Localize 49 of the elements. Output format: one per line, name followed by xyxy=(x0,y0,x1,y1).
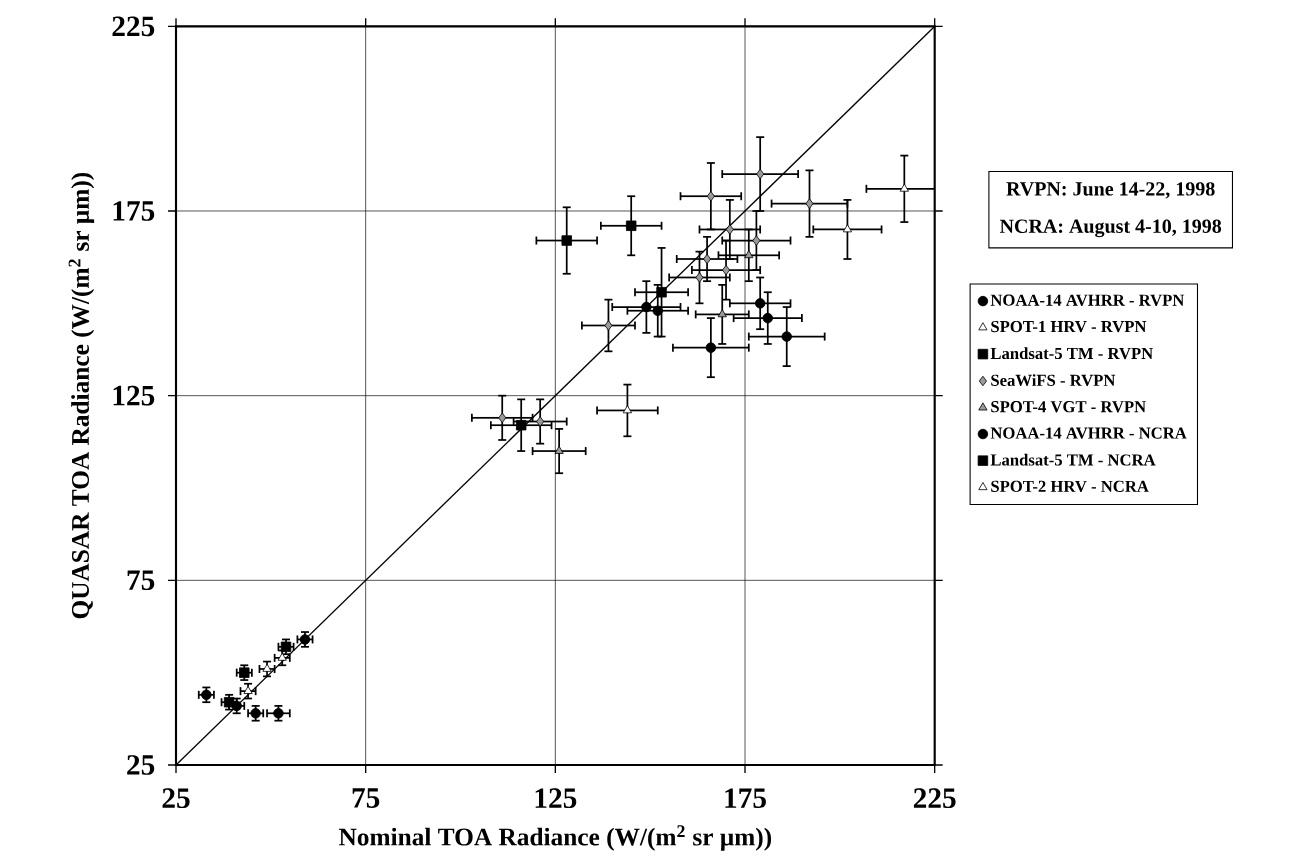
point xyxy=(725,224,734,235)
point xyxy=(656,287,667,298)
point xyxy=(754,298,766,309)
point xyxy=(722,264,731,276)
legend-label: NOAA-14 AVHRR - NCRA xyxy=(990,427,1187,439)
point xyxy=(561,235,572,246)
y-tick-label: 25 xyxy=(127,755,155,775)
point xyxy=(498,412,507,424)
point xyxy=(899,183,909,192)
x-tick-label: 225 xyxy=(913,788,956,809)
point xyxy=(622,405,632,414)
legend-label: SPOT-2 HRV - NCRA xyxy=(991,480,1149,493)
x-tick-label: 175 xyxy=(725,788,766,809)
y-axis-title: QUASAR TOA Radiance (W/(m$^{2}$ sr μm)) xyxy=(68,172,95,619)
x-tick-label: 75 xyxy=(352,788,380,808)
y-tick-label: 175 xyxy=(113,201,155,221)
legend-label: Landsat-5 TM - RVPN xyxy=(990,347,1153,360)
point xyxy=(706,191,715,202)
legend-label: SeaWiFS - RVPN xyxy=(991,374,1116,387)
x-axis-title: Nominal TOA Radiance (W/(m$^{2}$ sr μm)) xyxy=(338,825,772,851)
point xyxy=(705,342,717,353)
point xyxy=(717,309,727,318)
y-tick-label: 75 xyxy=(127,570,155,591)
point xyxy=(752,235,761,246)
point xyxy=(703,253,712,265)
point xyxy=(604,320,613,331)
text: RVPN: June 14-22, 1998 xyxy=(1006,182,1215,199)
point xyxy=(781,331,792,342)
text: NCRA: August 4-10, 1998 xyxy=(999,219,1222,238)
legend-label: SPOT-4 VGT - RVPN xyxy=(991,401,1146,413)
point xyxy=(536,416,545,427)
point xyxy=(744,250,754,259)
x-tick-label: 125 xyxy=(535,788,577,809)
point xyxy=(842,224,852,233)
point xyxy=(554,445,564,454)
y-tick-label: 225 xyxy=(112,16,155,37)
point xyxy=(626,220,637,231)
point xyxy=(756,168,765,180)
y-tick-label: 125 xyxy=(113,385,155,406)
point xyxy=(762,312,773,324)
legend-label: Landsat-5 TM - NCRA xyxy=(990,453,1156,466)
point xyxy=(516,420,527,431)
point xyxy=(695,272,704,283)
point xyxy=(805,198,814,209)
point xyxy=(641,301,652,313)
point xyxy=(652,305,663,316)
legend-label: NOAA-14 AVHRR - RVPN xyxy=(990,294,1185,306)
x-tick-label: 25 xyxy=(162,788,190,809)
legend-label: SPOT-1 HRV - RVPN xyxy=(991,320,1147,333)
